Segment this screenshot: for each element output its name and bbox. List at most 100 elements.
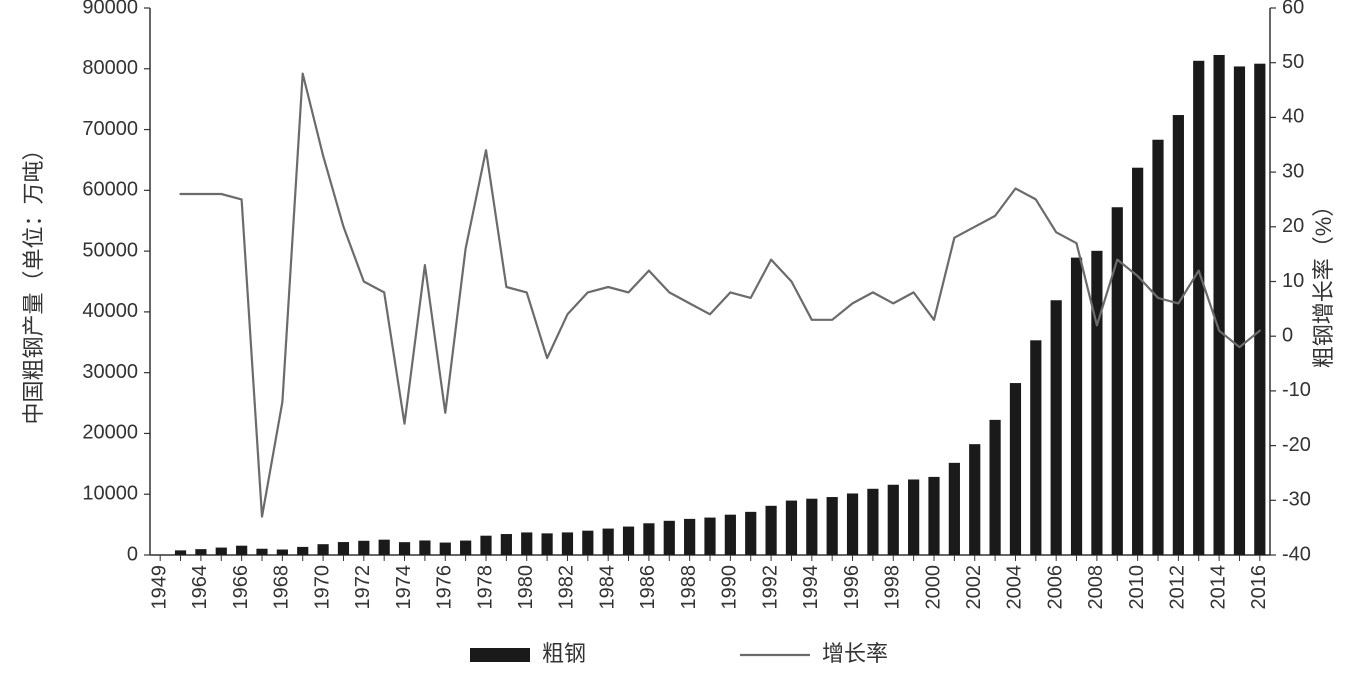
bar (236, 546, 247, 555)
x-tick-label: 1992 (759, 565, 781, 610)
x-tick-label: 2002 (963, 565, 985, 610)
bar (1010, 383, 1021, 555)
x-tick-label: 1972 (352, 565, 374, 610)
bar (480, 536, 491, 555)
svg-text:-40: -40 (1282, 543, 1311, 565)
svg-text:-20: -20 (1282, 434, 1311, 456)
svg-text:60: 60 (1282, 0, 1304, 18)
bar (256, 549, 267, 555)
bar (684, 519, 695, 555)
bar (643, 523, 654, 555)
x-tick-label: 1998 (882, 565, 904, 610)
bar (501, 534, 512, 555)
bar (1173, 115, 1184, 555)
bar (1234, 66, 1245, 555)
x-tick-label: 1990 (719, 565, 741, 610)
bar (928, 477, 939, 555)
x-tick-label: 1980 (515, 565, 537, 610)
bar (786, 501, 797, 555)
bar (317, 544, 328, 555)
svg-text:40000: 40000 (82, 300, 138, 322)
x-tick-label: 1994 (800, 565, 822, 610)
svg-text:10: 10 (1282, 270, 1304, 292)
x-tick-label: 1986 (637, 565, 659, 610)
steel-production-chart: 0100002000030000400005000060000700008000… (0, 0, 1348, 690)
svg-text:0: 0 (127, 543, 138, 565)
bar (419, 540, 430, 555)
bar (1193, 61, 1204, 555)
x-tick-label: 1949 (148, 565, 170, 610)
x-tick-label: 2014 (1207, 565, 1229, 610)
bar (541, 533, 552, 555)
x-tick-label: 2000 (922, 565, 944, 610)
x-tick-label: 2008 (1085, 565, 1107, 610)
bar (1071, 258, 1082, 555)
bar (1213, 55, 1224, 555)
legend-label: 粗钢 (542, 641, 586, 666)
bar (1152, 140, 1163, 555)
y-right-label: 粗钢增长率（%） (1311, 195, 1336, 369)
legend-label: 增长率 (822, 641, 888, 666)
bar (1030, 340, 1041, 555)
bar (867, 489, 878, 555)
svg-text:70000: 70000 (82, 118, 138, 140)
svg-text:50000: 50000 (82, 239, 138, 261)
x-tick-label: 2010 (1126, 565, 1148, 610)
bar (908, 479, 919, 555)
bar (175, 550, 186, 555)
x-tick-label: 2006 (1044, 565, 1066, 610)
bar (888, 485, 899, 555)
x-tick-label: 1966 (230, 565, 252, 610)
bar (623, 527, 634, 555)
svg-text:20: 20 (1282, 215, 1304, 237)
x-tick-label: 2004 (1004, 565, 1026, 610)
bar (1254, 64, 1265, 555)
svg-text:40: 40 (1282, 106, 1304, 128)
x-tick-label: 1968 (271, 565, 293, 610)
x-tick-label: 1988 (678, 565, 700, 610)
bar (664, 521, 675, 555)
bar (216, 548, 227, 555)
bar (338, 542, 349, 555)
x-tick-label: 1964 (189, 565, 211, 610)
svg-text:-30: -30 (1282, 489, 1311, 511)
x-tick-label: 2016 (1248, 565, 1270, 610)
bar (460, 541, 471, 555)
bar (297, 547, 308, 555)
bar (745, 512, 756, 555)
bar (989, 420, 1000, 555)
bar (765, 506, 776, 555)
bar (827, 497, 838, 555)
svg-text:30: 30 (1282, 160, 1304, 182)
x-tick-label: 2012 (1167, 565, 1189, 610)
x-tick-label: 1984 (596, 565, 618, 610)
bar (806, 499, 817, 555)
x-tick-label: 1974 (393, 565, 415, 610)
bar (1091, 251, 1102, 555)
bar (847, 493, 858, 555)
x-tick-label: 1978 (474, 565, 496, 610)
bar (725, 515, 736, 555)
svg-text:-10: -10 (1282, 379, 1311, 401)
svg-text:80000: 80000 (82, 57, 138, 79)
svg-text:20000: 20000 (82, 422, 138, 444)
svg-text:90000: 90000 (82, 0, 138, 18)
bar (949, 463, 960, 555)
bar (440, 543, 451, 555)
x-tick-label: 1982 (556, 565, 578, 610)
bar (1051, 300, 1062, 555)
bar (521, 532, 532, 555)
legend-swatch-bar (470, 648, 530, 662)
bar (1132, 168, 1143, 555)
chart-svg: 0100002000030000400005000060000700008000… (0, 0, 1348, 690)
bar (582, 531, 593, 555)
svg-text:10000: 10000 (82, 483, 138, 505)
x-tick-label: 1970 (311, 565, 333, 610)
bar (379, 540, 390, 555)
svg-text:50: 50 (1282, 51, 1304, 73)
bar (969, 444, 980, 555)
svg-text:0: 0 (1282, 324, 1293, 346)
bar (562, 532, 573, 555)
bar (603, 529, 614, 555)
bar (399, 542, 410, 555)
